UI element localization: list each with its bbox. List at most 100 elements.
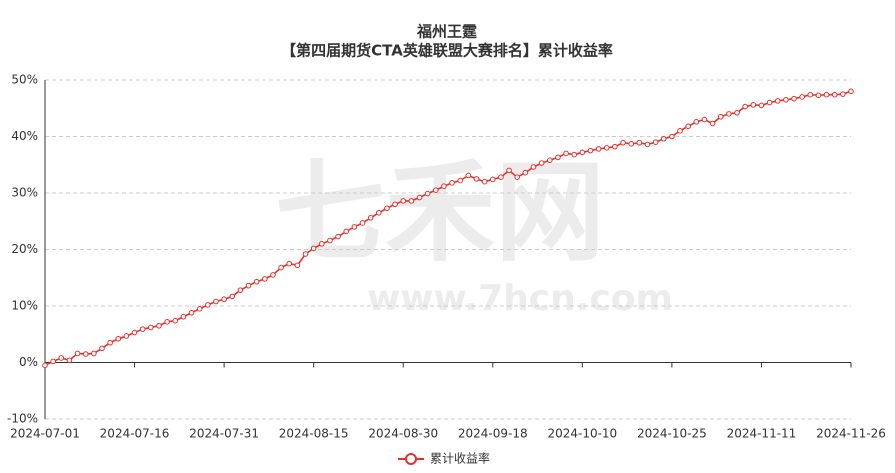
point	[758, 102, 765, 109]
point	[603, 145, 610, 151]
point	[620, 139, 626, 146]
point	[205, 302, 211, 308]
point	[726, 111, 732, 117]
point	[294, 262, 301, 269]
point	[840, 91, 846, 97]
point	[245, 282, 252, 289]
point	[587, 147, 594, 154]
x-tick-label: 2024-11-26	[816, 427, 886, 441]
y-tick-label: -10%	[7, 412, 38, 426]
point	[416, 194, 423, 201]
point	[286, 260, 293, 267]
point	[734, 109, 740, 116]
point	[213, 298, 219, 305]
y-tick-label: 10%	[11, 299, 38, 313]
point	[424, 190, 431, 197]
x-tick-label: 2024-07-01	[10, 427, 80, 441]
point	[400, 198, 407, 204]
chart-title: 福州王霆	[416, 23, 477, 41]
point	[392, 201, 398, 208]
point	[327, 237, 333, 244]
point	[831, 91, 838, 98]
point	[563, 150, 569, 157]
point	[514, 174, 521, 180]
point	[131, 329, 138, 336]
x-tick-label: 2024-10-25	[637, 427, 707, 441]
point	[522, 169, 529, 176]
chart-subtitle: 【第四届期货CTA英雄联盟大赛排名】累计收益率	[281, 42, 613, 60]
point	[774, 98, 781, 104]
point	[375, 209, 382, 216]
point	[42, 362, 48, 369]
point	[652, 139, 659, 145]
point	[799, 94, 805, 100]
point	[473, 176, 480, 182]
x-tick-label: 2024-07-31	[189, 427, 259, 441]
x-tick-label: 2024-10-10	[547, 427, 617, 441]
point	[571, 151, 577, 158]
point	[750, 102, 757, 108]
point	[188, 309, 195, 316]
point	[237, 287, 244, 293]
x-tick-label: 2024-11-11	[727, 427, 797, 441]
legend-label: 累计收益率	[430, 451, 490, 466]
point	[628, 141, 634, 147]
series-line	[44, 90, 852, 367]
point	[546, 157, 553, 164]
point	[123, 333, 130, 339]
point	[636, 139, 643, 146]
point	[229, 293, 236, 300]
point	[685, 123, 691, 130]
point	[766, 99, 773, 106]
point	[595, 146, 602, 152]
point	[791, 95, 797, 102]
point	[351, 224, 358, 230]
point	[310, 245, 317, 252]
point	[506, 167, 512, 174]
point	[489, 176, 496, 183]
y-tick-label: 20%	[11, 242, 38, 256]
point	[278, 264, 284, 271]
point	[669, 133, 675, 140]
point	[555, 154, 561, 161]
point	[221, 296, 227, 303]
point	[335, 233, 341, 240]
point	[253, 278, 260, 285]
point	[823, 91, 830, 98]
point	[538, 160, 545, 166]
point	[115, 335, 122, 342]
point	[180, 313, 187, 320]
point	[359, 220, 366, 226]
legend-marker	[405, 453, 417, 465]
point	[783, 96, 789, 103]
point	[848, 88, 854, 95]
y-tick-label: 40%	[11, 129, 38, 143]
point	[677, 128, 683, 134]
point	[498, 174, 504, 180]
point	[660, 135, 667, 142]
point	[91, 350, 97, 357]
point	[74, 350, 81, 357]
point	[164, 319, 170, 325]
point	[465, 172, 472, 179]
point	[319, 241, 325, 247]
point	[612, 143, 618, 150]
point	[172, 317, 179, 324]
point	[367, 215, 374, 221]
x-tick-label: 2024-08-15	[279, 427, 349, 441]
point	[408, 198, 415, 204]
point	[139, 326, 146, 332]
point	[481, 178, 488, 185]
point	[530, 164, 537, 170]
y-tick-label: 0%	[19, 355, 38, 369]
point	[156, 322, 162, 329]
point	[709, 120, 716, 127]
point	[384, 205, 390, 212]
point	[270, 272, 276, 278]
point	[579, 149, 586, 156]
point	[717, 113, 724, 120]
point	[262, 276, 268, 282]
point	[343, 228, 350, 235]
point	[50, 358, 56, 365]
